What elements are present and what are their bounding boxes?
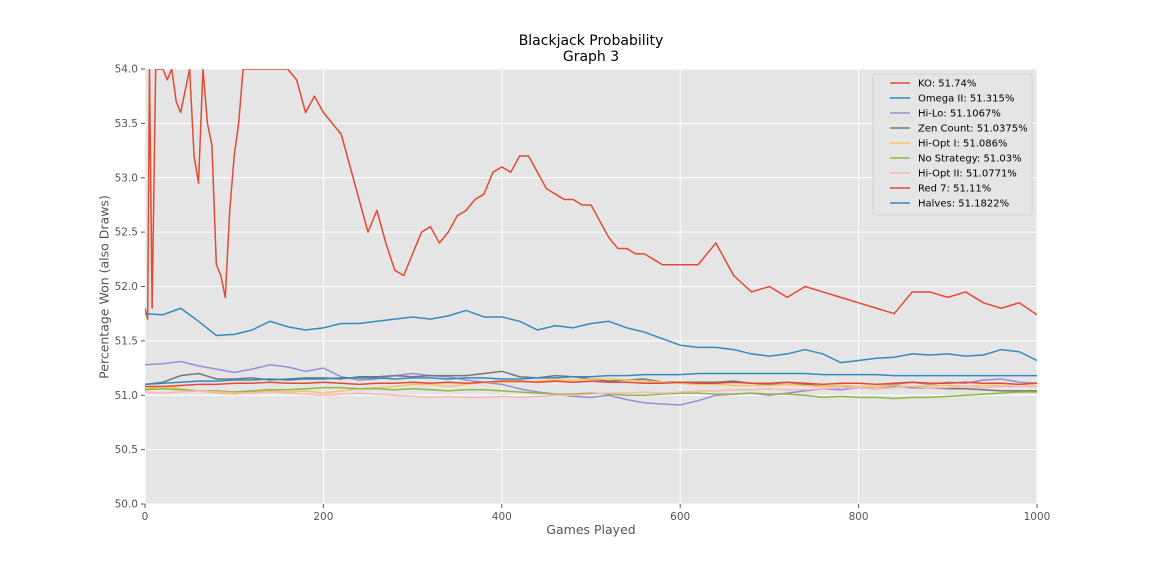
y-tick-label: 53.0 — [115, 172, 138, 184]
series-line-1 — [145, 307, 1037, 364]
y-tick-label: 50.5 — [115, 444, 138, 456]
y-tick-label: 54.0 — [115, 64, 138, 76]
x-tick-label: 400 — [492, 511, 512, 523]
x-axis-label: Games Played — [546, 522, 636, 537]
y-axis-ticks: 50.0 50.5 51.0 51.5 52.0 52.5 53.0 53.5 54.0 — [115, 64, 145, 511]
chart-title: Blackjack Probability — [518, 33, 664, 49]
series-line-7 — [145, 380, 1037, 388]
x-tick-label: 1000 — [1024, 511, 1051, 523]
series-line-6 — [145, 385, 1037, 399]
x-tick-label: 0 — [142, 511, 149, 523]
x-tick-label: 200 — [313, 511, 333, 523]
legend: KO: 51.74% Omega II: 51.315% Hi-Lo: 51.106… — [872, 73, 1033, 216]
legend-label: No Strategy: 51.03% — [918, 154, 1022, 165]
grid-lines — [144, 68, 1038, 505]
legend-label: Halves: 51.1822% — [918, 199, 1009, 210]
y-tick-label: 52.0 — [115, 281, 138, 293]
y-tick-label: 51.0 — [115, 390, 138, 402]
legend-label: Hi-Lo: 51.1067% — [918, 109, 1001, 120]
legend-box — [872, 73, 1033, 216]
legend-label: Hi-Opt II: 51.0771% — [918, 169, 1017, 180]
series-group — [145, 69, 1037, 406]
y-tick-label: 51.5 — [115, 335, 138, 347]
x-tick-label: 800 — [849, 511, 869, 523]
y-tick-label: 52.5 — [115, 227, 138, 239]
series-line-5 — [145, 386, 1037, 400]
y-axis-label: Percentage Won (also Draws) — [96, 195, 112, 379]
x-axis-ticks: 0 200 400 600 800 1000 — [142, 504, 1051, 523]
series-line-0 — [145, 69, 1037, 320]
y-tick-label: 53.5 — [115, 118, 138, 130]
y-tick-label: 50.0 — [115, 499, 138, 511]
legend-label: Omega II: 51.315% — [918, 94, 1014, 105]
chart-subtitle: Graph 3 — [562, 49, 620, 65]
legend-label: KO: 51.74% — [918, 79, 976, 90]
legend-label: Zen Count: 51.0375% — [918, 124, 1028, 135]
legend-label: Red 7: 51.11% — [918, 184, 991, 195]
series-line-4 — [145, 378, 1037, 395]
legend-label: Hi-Opt I: 51.086% — [918, 139, 1008, 150]
series-line-8 — [145, 372, 1037, 386]
x-tick-label: 600 — [670, 511, 690, 523]
